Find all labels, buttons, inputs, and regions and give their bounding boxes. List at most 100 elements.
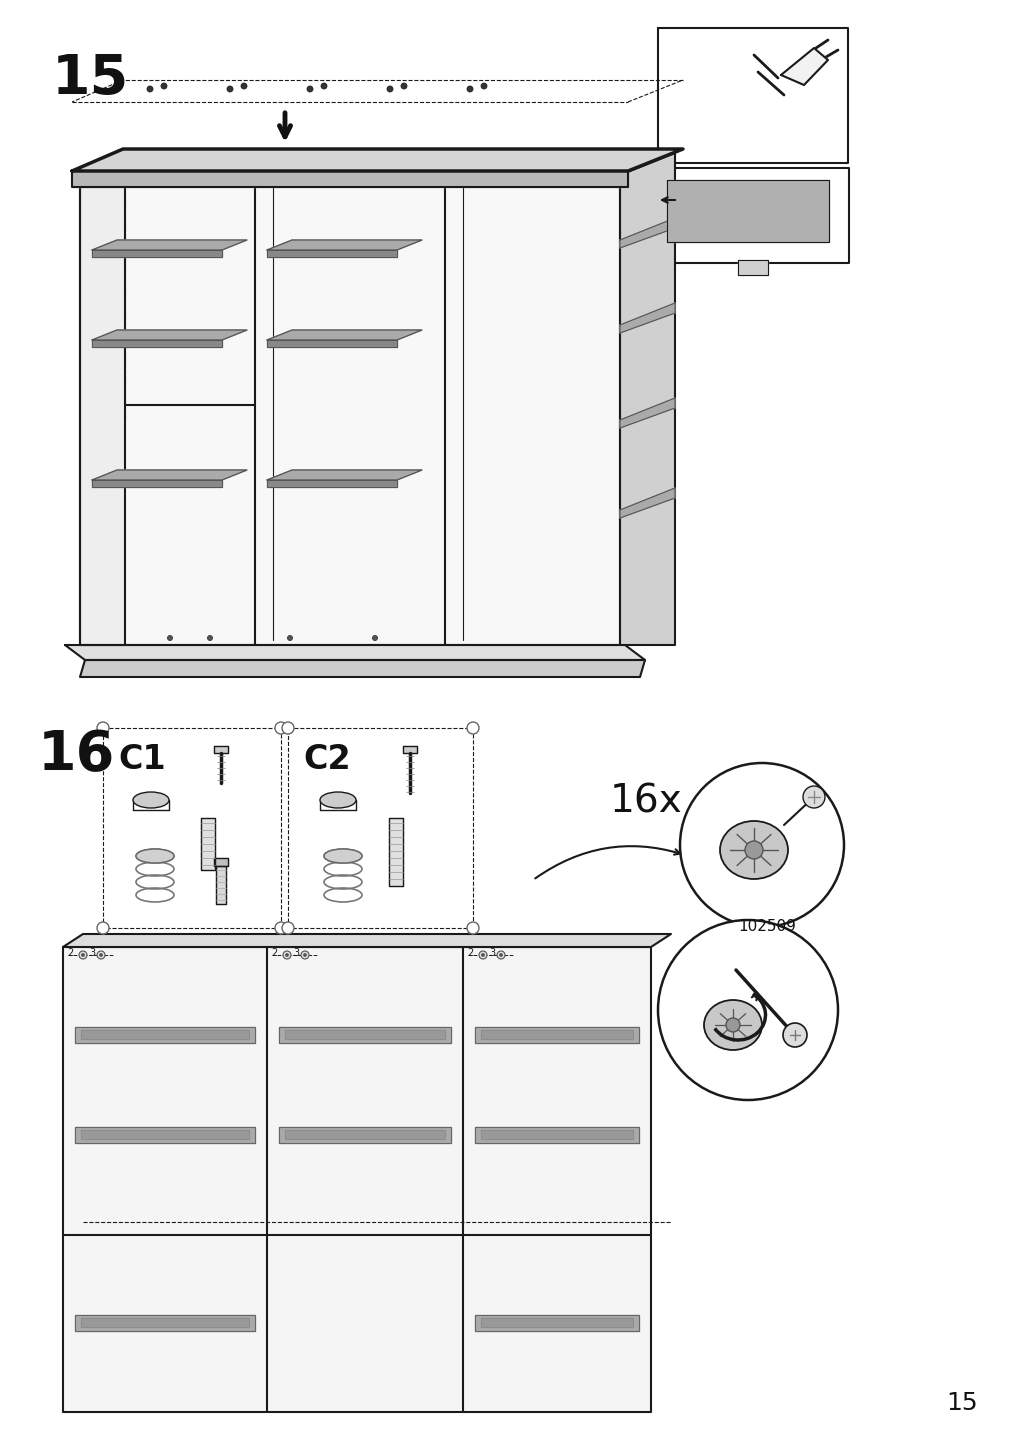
Ellipse shape	[719, 821, 788, 879]
Polygon shape	[279, 1127, 451, 1143]
Text: 2: 2	[271, 948, 277, 958]
Text: 3: 3	[89, 948, 95, 958]
Polygon shape	[80, 175, 620, 644]
Circle shape	[744, 841, 762, 859]
Circle shape	[481, 954, 484, 957]
Circle shape	[451, 175, 457, 180]
Circle shape	[372, 636, 377, 640]
Circle shape	[320, 83, 327, 89]
Circle shape	[386, 86, 392, 92]
Text: C2: C2	[302, 743, 350, 776]
Polygon shape	[92, 329, 247, 339]
Polygon shape	[285, 1130, 445, 1138]
Circle shape	[679, 763, 843, 927]
Text: 2: 2	[67, 948, 73, 958]
Circle shape	[275, 722, 287, 735]
Text: 2: 2	[466, 948, 473, 958]
Circle shape	[783, 1022, 806, 1047]
Polygon shape	[72, 149, 682, 170]
Ellipse shape	[135, 849, 174, 863]
Circle shape	[226, 86, 233, 92]
Text: 3: 3	[488, 948, 494, 958]
Polygon shape	[267, 251, 396, 256]
Circle shape	[282, 722, 294, 735]
Circle shape	[300, 951, 308, 959]
Polygon shape	[75, 1127, 255, 1143]
Polygon shape	[213, 858, 227, 866]
Polygon shape	[92, 339, 221, 347]
Circle shape	[657, 919, 837, 1100]
Polygon shape	[474, 1315, 638, 1330]
Polygon shape	[620, 218, 674, 248]
Polygon shape	[267, 241, 422, 251]
Circle shape	[466, 86, 472, 92]
Circle shape	[802, 786, 824, 808]
Ellipse shape	[324, 849, 362, 863]
Circle shape	[79, 951, 87, 959]
Circle shape	[261, 175, 267, 180]
Circle shape	[468, 175, 474, 180]
Polygon shape	[480, 1030, 632, 1040]
Ellipse shape	[132, 792, 169, 808]
Polygon shape	[80, 158, 125, 644]
Circle shape	[275, 922, 287, 934]
Circle shape	[480, 83, 486, 89]
Circle shape	[207, 636, 212, 640]
Circle shape	[97, 922, 109, 934]
Circle shape	[241, 83, 247, 89]
Polygon shape	[388, 818, 402, 886]
Ellipse shape	[319, 792, 356, 808]
Polygon shape	[63, 934, 670, 947]
Polygon shape	[81, 1030, 249, 1040]
Circle shape	[306, 86, 312, 92]
Polygon shape	[620, 488, 674, 518]
Circle shape	[97, 951, 105, 959]
Circle shape	[147, 86, 153, 92]
Circle shape	[466, 922, 478, 934]
Text: 16: 16	[38, 727, 115, 782]
Polygon shape	[666, 180, 828, 242]
Polygon shape	[72, 170, 628, 188]
Circle shape	[478, 951, 486, 959]
Polygon shape	[285, 1030, 445, 1040]
Circle shape	[400, 83, 406, 89]
Polygon shape	[201, 818, 214, 871]
Circle shape	[466, 722, 478, 735]
Polygon shape	[92, 241, 247, 251]
Polygon shape	[75, 1027, 255, 1042]
Polygon shape	[620, 398, 674, 428]
Text: C1: C1	[118, 743, 166, 776]
Polygon shape	[620, 153, 674, 644]
Circle shape	[285, 954, 288, 957]
Text: 102509: 102509	[737, 919, 795, 934]
Polygon shape	[63, 947, 650, 1412]
Circle shape	[303, 954, 306, 957]
Circle shape	[496, 951, 504, 959]
Polygon shape	[81, 1317, 249, 1327]
Polygon shape	[267, 329, 422, 339]
Polygon shape	[75, 1315, 255, 1330]
Circle shape	[282, 922, 294, 934]
Polygon shape	[480, 1130, 632, 1138]
Polygon shape	[480, 1317, 632, 1327]
Polygon shape	[780, 49, 827, 84]
Polygon shape	[474, 1027, 638, 1042]
Polygon shape	[267, 480, 396, 487]
Polygon shape	[402, 746, 417, 753]
Text: 16x: 16x	[610, 782, 682, 821]
Polygon shape	[213, 746, 227, 753]
Polygon shape	[92, 251, 221, 256]
Circle shape	[99, 954, 102, 957]
Ellipse shape	[704, 1000, 761, 1050]
Text: 15: 15	[52, 52, 129, 106]
Circle shape	[283, 951, 291, 959]
Polygon shape	[474, 1127, 638, 1143]
Circle shape	[725, 1018, 739, 1032]
Polygon shape	[267, 470, 422, 480]
Polygon shape	[80, 660, 644, 677]
Polygon shape	[267, 339, 396, 347]
Circle shape	[499, 954, 502, 957]
Polygon shape	[620, 304, 674, 334]
Circle shape	[168, 636, 172, 640]
Text: 3: 3	[293, 948, 299, 958]
